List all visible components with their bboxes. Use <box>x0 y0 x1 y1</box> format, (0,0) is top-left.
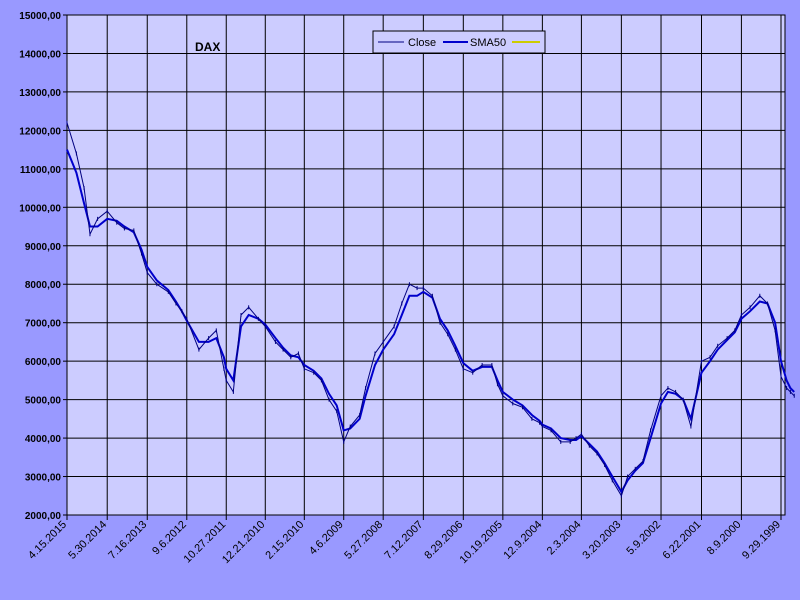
x-tick-label: 9.29.1999 <box>740 519 783 562</box>
legend-sma50-label: SMA50 <box>470 37 506 49</box>
y-tick-label: 4000,00 <box>25 434 62 445</box>
x-tick-label: 5.30.2014 <box>66 519 109 562</box>
x-tick-label: 10.19.2005 <box>458 519 505 566</box>
x-tick-label: 3.20.2003 <box>580 519 623 562</box>
series-group <box>66 120 795 498</box>
y-axis-ticks: 2000,00 3000,00 4000,00 5000,00 6000,00 7000,… <box>19 11 67 522</box>
close-series-line <box>66 122 795 498</box>
x-tick-label: 12.9.2004 <box>501 519 544 562</box>
y-tick-label: 9000,00 <box>25 242 62 253</box>
y-tick-label: 14000,00 <box>19 49 61 60</box>
y-tick-label: 8000,00 <box>25 280 62 291</box>
y-tick-label: 11000,00 <box>20 165 62 176</box>
x-tick-label: 8.9.2000 <box>705 519 744 558</box>
x-tick-label: 4.6.2009 <box>307 519 346 558</box>
y-tick-label: 6000,00 <box>25 357 62 368</box>
y-tick-label: 13000,00 <box>19 88 61 99</box>
y-tick-label: 15000,00 <box>19 11 61 22</box>
y-tick-label: 10000,00 <box>19 203 61 214</box>
x-tick-label: 7.16.2013 <box>106 519 149 562</box>
x-tick-label: 2.15.2010 <box>263 519 306 562</box>
y-tick-label: 2000,00 <box>25 511 62 522</box>
x-tick-label: 2.3.2004 <box>545 519 584 558</box>
legend: Close SMA50 <box>372 30 546 54</box>
x-tick-label: 12.21.2010 <box>220 519 267 566</box>
x-tick-label: 5.9.2002 <box>624 519 663 558</box>
x-tick-label: 7.12.2007 <box>382 519 425 562</box>
y-tick-label: 12000,00 <box>19 126 61 137</box>
chart-title: DAX <box>195 40 220 54</box>
y-tick-label: 5000,00 <box>25 396 62 407</box>
x-tick-label: 5.27.2008 <box>342 519 385 562</box>
x-tick-label: 6.22.2001 <box>661 519 704 562</box>
y-tick-label: 7000,00 <box>25 319 62 330</box>
y-tick-label: 3000,00 <box>25 473 62 484</box>
x-tick-label: 9.6.2012 <box>150 519 189 558</box>
x-tick-label: 4.15.2015 <box>26 519 69 562</box>
plot-area <box>66 14 786 516</box>
legend-close-label: Close <box>408 37 436 49</box>
